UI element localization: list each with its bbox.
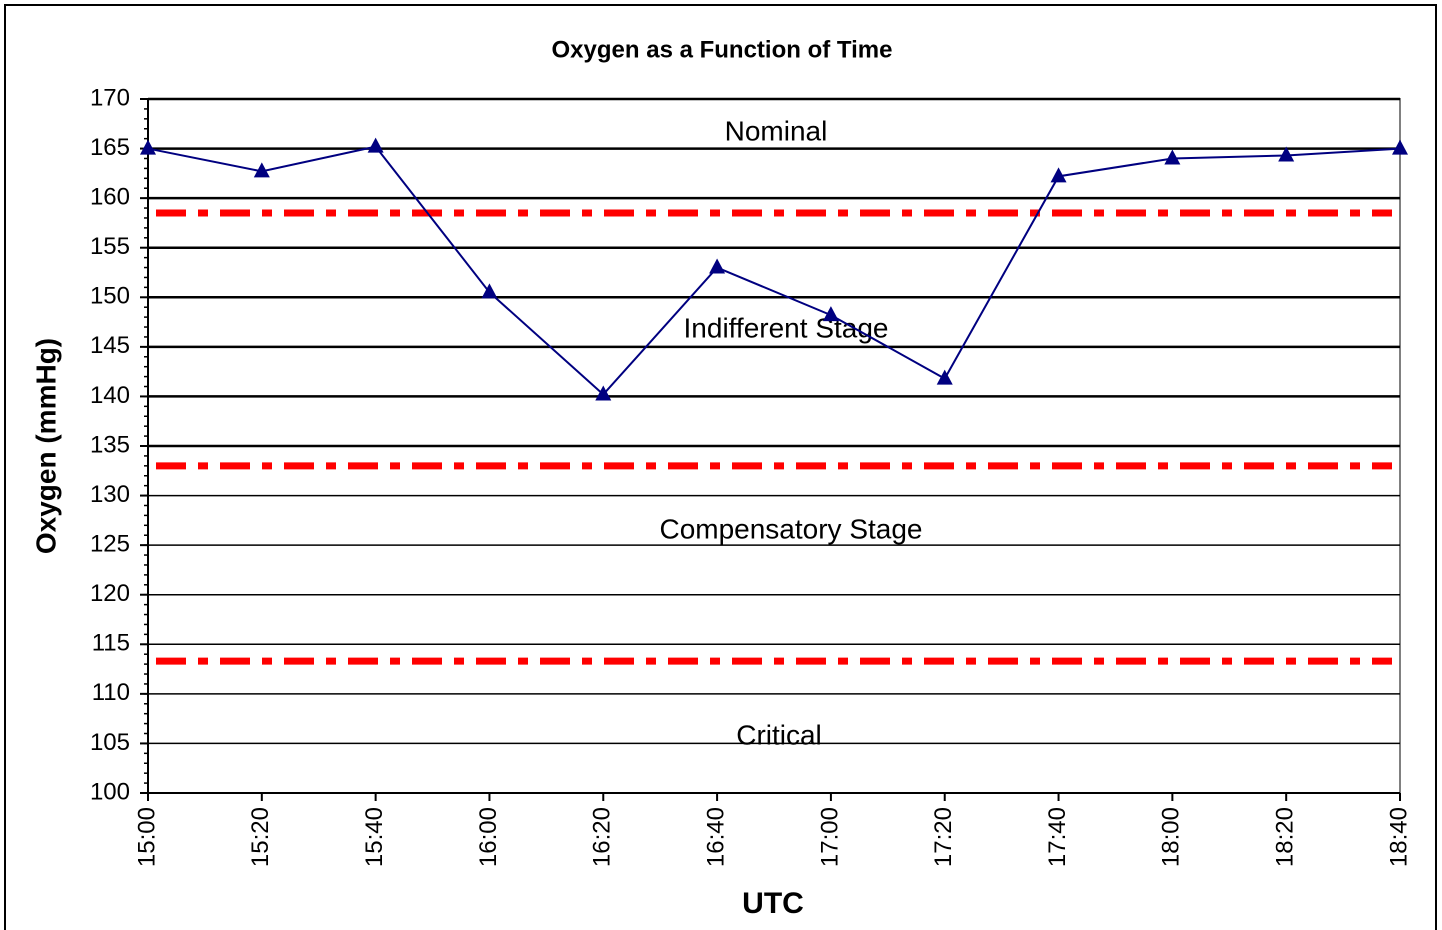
data-point [1278,146,1295,162]
data-point [1164,149,1181,165]
x-tick-label: 17:40 [1044,807,1071,867]
x-tick-label: 16:20 [589,807,616,867]
y-axis-label: Oxygen (mmHg) [30,338,61,554]
x-tick-label: 16:00 [475,807,502,867]
y-tick-label: 140 [90,382,130,409]
annotation: Critical [736,719,822,750]
chart-title: Oxygen as a Function of Time [552,36,893,63]
x-tick-label: 15:40 [361,807,388,867]
x-axis-label: UTC [742,887,804,920]
data-point [595,385,612,401]
x-tick-label: 17:20 [930,807,957,867]
x-tick-label: 18:20 [1272,807,1299,867]
y-tick-label: 130 [90,481,130,508]
x-tick-label: 18:40 [1385,807,1412,867]
data-point [936,369,953,385]
data-point [822,306,839,322]
y-tick-label: 110 [92,679,130,706]
x-tick-label: 17:00 [816,807,843,867]
annotation: Indifferent Stage [684,312,889,343]
y-tick-label: 170 [90,84,130,111]
y-tick-label: 160 [90,183,130,210]
y-tick-label: 165 [90,134,130,161]
data-point [1050,167,1067,183]
y-tick-label: 125 [90,530,130,557]
y-tick-label: 100 [90,778,130,805]
data-point [1392,139,1408,155]
x-tick-label: 18:00 [1158,807,1185,867]
y-tick-label: 105 [90,729,130,756]
x-tick-label: 16:40 [702,807,729,867]
data-point [481,283,498,299]
y-tick-label: 155 [90,233,130,260]
annotation: Nominal [725,115,828,146]
y-tick-label: 150 [90,283,130,310]
data-point [709,258,726,274]
y-tick-label: 120 [90,580,130,607]
x-tick-label: 15:20 [247,807,274,867]
annotation: Compensatory Stage [659,513,922,544]
data-point [253,162,270,178]
x-tick-label: 15:00 [133,807,160,867]
data-line [147,145,1401,396]
y-tick-label: 115 [92,630,130,657]
y-tick-label: 135 [90,431,130,458]
data-point [367,137,384,153]
data-point [140,139,156,155]
y-tick-label: 145 [90,332,130,359]
